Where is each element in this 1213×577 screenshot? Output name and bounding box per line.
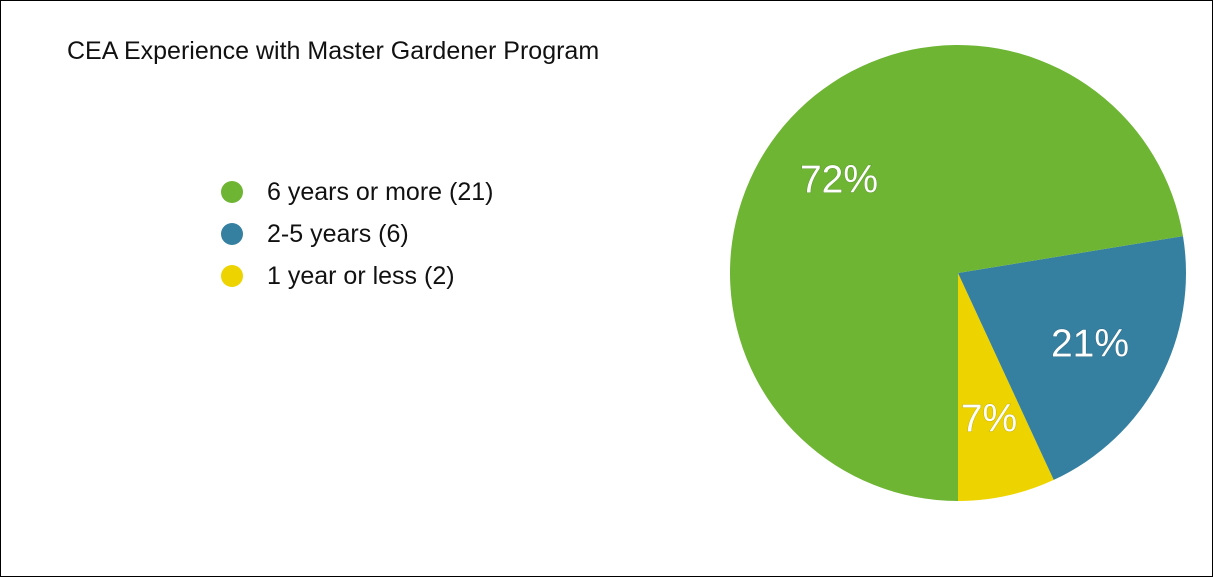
legend-label: 1 year or less (2) bbox=[267, 261, 455, 290]
slice-label-21: 21% bbox=[1051, 322, 1129, 365]
legend-item-6-years-or-more: 6 years or more (21) bbox=[221, 171, 493, 213]
legend-marker bbox=[221, 223, 243, 245]
legend-label: 6 years or more (21) bbox=[267, 177, 494, 206]
legend-item-2-5-years: 2-5 years (6) bbox=[221, 213, 493, 255]
chart-title: CEA Experience with Master Gardener Prog… bbox=[67, 37, 600, 65]
slice-label-72: 72% bbox=[800, 158, 878, 201]
legend-marker bbox=[221, 181, 243, 203]
slice-label-7: 7% bbox=[961, 397, 1017, 440]
slice-1-year-or-less bbox=[958, 273, 1054, 501]
chart-legend: 6 years or more (21) 2-5 years (6) 1 yea… bbox=[221, 171, 493, 297]
legend-label: 2-5 years (6) bbox=[267, 219, 409, 248]
slice-6-years-or-more bbox=[729, 45, 1183, 502]
slice-2-5-years bbox=[958, 236, 1186, 480]
legend-item-1-year-or-less: 1 year or less (2) bbox=[221, 255, 493, 297]
legend-marker bbox=[221, 265, 243, 287]
